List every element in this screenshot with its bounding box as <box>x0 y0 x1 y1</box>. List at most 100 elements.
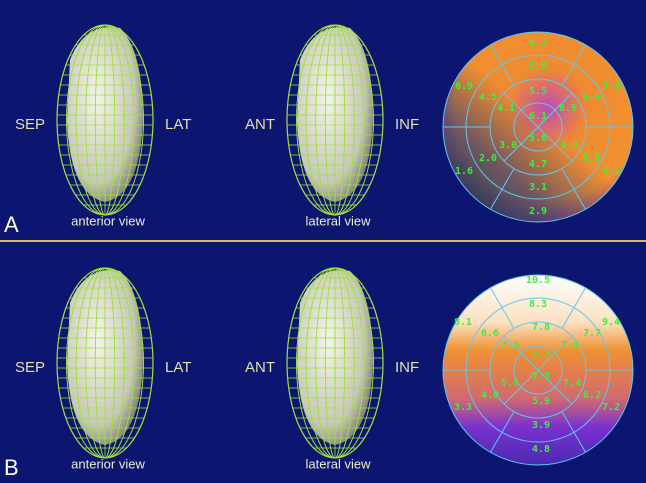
segment-line <box>501 411 515 433</box>
segment-line <box>554 143 573 162</box>
segment-line <box>554 92 573 111</box>
segment-value: 5.9 <box>529 61 547 72</box>
segment-value: 7.2 <box>602 402 620 413</box>
segment-value: 6.9 <box>559 103 577 114</box>
mesh-line <box>75 268 135 458</box>
segment-line <box>537 369 556 388</box>
mesh-line <box>305 25 365 215</box>
segment-line <box>573 44 586 65</box>
segment-value: 2.0 <box>479 153 497 164</box>
mesh-line <box>315 25 355 215</box>
segment-value: 5.9 <box>501 378 519 389</box>
view-label: SEP <box>15 359 45 376</box>
segment-value: 5.5 <box>582 153 600 164</box>
view-label: LAT <box>322 113 348 130</box>
segment-value: 3.9 <box>532 420 550 431</box>
segment-line <box>490 44 503 65</box>
segment-line <box>561 64 575 86</box>
segment-value: 7.4 <box>563 378 581 389</box>
segment-line <box>554 335 573 354</box>
wire-mesh <box>57 268 153 458</box>
segment-line <box>501 307 515 329</box>
mesh-line <box>66 268 144 458</box>
view-label: INF <box>395 116 419 133</box>
segment-line <box>490 287 503 308</box>
segment-line <box>537 352 556 371</box>
segment-line <box>501 64 515 86</box>
segment-line <box>537 109 556 128</box>
segment-line <box>503 143 522 162</box>
mesh-line <box>85 268 125 458</box>
segment-value: 6.1 <box>529 111 547 122</box>
panel-label: B <box>4 455 19 480</box>
segment-value: 10.5 <box>526 275 550 286</box>
mesh-line <box>296 268 374 458</box>
view-caption: lateral view <box>305 456 371 471</box>
segment-value: 6.2 <box>583 390 601 401</box>
segment-value: 3.3 <box>454 402 472 413</box>
view-label: SEP <box>15 116 45 133</box>
segment-value: 8.3 <box>529 299 547 310</box>
mesh-line <box>94 25 116 215</box>
view-label: LAT <box>322 356 348 373</box>
segment-value: 7.6 <box>603 81 621 92</box>
segment-value: 3.1 <box>529 182 547 193</box>
segment-value: 4.1 <box>497 103 515 114</box>
segment-value: 6.3 <box>561 140 579 151</box>
segment-line <box>573 189 586 210</box>
view-label: ANT <box>90 356 120 373</box>
segment-value: 6.2 <box>603 166 621 177</box>
mesh-line <box>324 268 346 458</box>
segment-line <box>503 335 522 354</box>
segment-line <box>520 369 539 388</box>
segment-value: 6.6 <box>582 92 600 103</box>
mesh-line <box>85 25 125 215</box>
segment-value: 3.0 <box>499 140 517 151</box>
segment-value: 4.5 <box>479 92 497 103</box>
view-label: LAT <box>165 359 191 376</box>
segment-value: 4.7 <box>529 159 547 170</box>
segment-line <box>490 189 503 210</box>
mesh-line <box>305 268 365 458</box>
segment-value: 4.0 <box>481 390 499 401</box>
segment-line <box>520 352 539 371</box>
segment-line <box>503 386 522 405</box>
segment-value: 5.6 <box>529 133 547 144</box>
segment-line <box>520 109 539 128</box>
wire-mesh <box>287 25 383 215</box>
segment-value: 8.1 <box>454 317 472 328</box>
segment-line <box>573 432 586 453</box>
segment-value: 4.8 <box>532 444 550 455</box>
view-label: ANT <box>90 113 120 130</box>
segment-line <box>573 287 586 308</box>
mesh-line <box>75 25 135 215</box>
panel-label: A <box>4 212 19 237</box>
view-caption: anterior view <box>71 213 145 228</box>
mesh-outline <box>286 24 384 216</box>
view-label: ANT <box>245 116 275 133</box>
segment-value: 7.5 <box>532 371 550 382</box>
view-caption: lateral view <box>305 213 371 228</box>
ring <box>513 345 563 395</box>
mesh-outline <box>56 24 154 216</box>
segment-line <box>554 386 573 405</box>
mesh-line <box>94 268 116 458</box>
view-label: INF <box>395 359 419 376</box>
segment-value: 5.5 <box>529 86 547 97</box>
segment-line <box>561 411 575 433</box>
ring <box>513 102 563 152</box>
segment-value: 7.8 <box>532 322 550 333</box>
view-caption: anterior view <box>71 456 145 471</box>
segment-line <box>537 126 556 145</box>
mesh-line <box>315 268 355 458</box>
segment-value: 6.9 <box>455 81 473 92</box>
segment-value: 7.3 <box>501 340 519 351</box>
segment-line <box>490 432 503 453</box>
mesh-line <box>324 25 346 215</box>
mesh-line <box>66 25 144 215</box>
segment-value: 7.7 <box>532 350 550 361</box>
view-label: LAT <box>165 116 191 133</box>
segment-value: 1.6 <box>455 166 473 177</box>
segment-value: 2.9 <box>529 206 547 217</box>
